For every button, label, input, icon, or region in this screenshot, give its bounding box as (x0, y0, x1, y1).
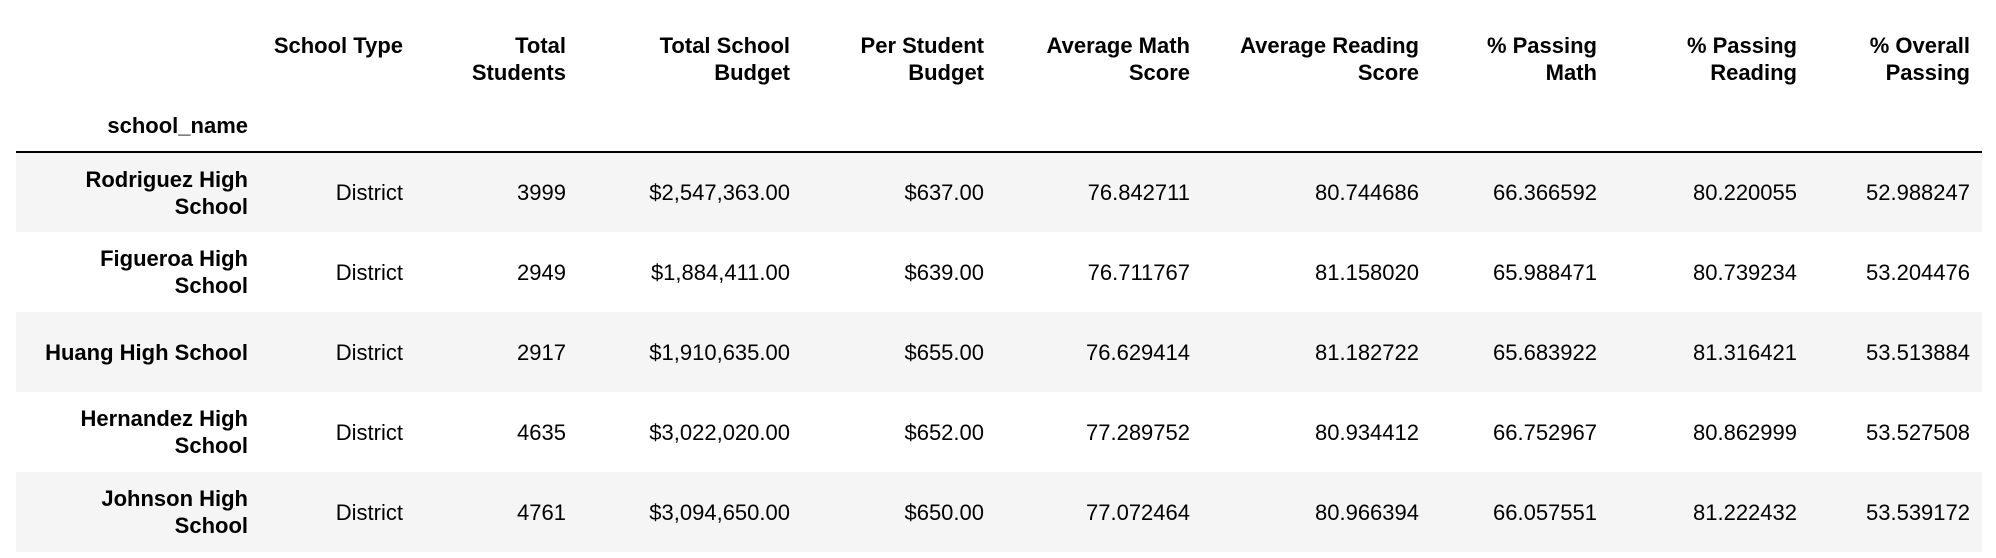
row-index-label: Figueroa High School (100, 246, 248, 298)
table-cell: 65.988471 (1493, 259, 1597, 285)
table-cell: 66.057551 (1493, 499, 1597, 525)
table-cell: District (335, 419, 403, 445)
table-cell: 3999 (517, 180, 566, 205)
table-cell: 80.966394 (1315, 499, 1419, 525)
table-cell: District (335, 180, 403, 205)
table-cell: 53.539172 (1866, 499, 1970, 525)
table-cell: $3,022,020.00 (649, 419, 790, 445)
index-name-row: school_name (16, 100, 1982, 153)
table-cell: $639.00 (904, 259, 984, 285)
column-header-row: School Type Total Students Total School … (16, 28, 1982, 100)
table-cell: 66.752967 (1493, 419, 1597, 445)
column-header: School Type (273, 33, 403, 58)
row-index-label: Johnson High School (101, 486, 248, 538)
table-cell: 76.842711 (1087, 180, 1190, 205)
table-cell: $3,094,650.00 (649, 499, 790, 525)
table-cell: 53.513884 (1866, 339, 1970, 365)
row-index-label: Rodriguez High School (85, 166, 248, 219)
table-cell: 76.629414 (1086, 339, 1190, 365)
index-name-header: school_name (16, 100, 260, 153)
school-summary-table: School Type Total Students Total School … (16, 28, 1982, 552)
table-cell: District (335, 259, 403, 285)
table-cell: $1,910,635.00 (649, 339, 790, 365)
index-header-blank (16, 28, 260, 100)
table-cell: 80.744686 (1315, 180, 1419, 205)
column-header: Total School Budget (659, 33, 790, 85)
table-row: Rodriguez High School District 3999 $2,5… (16, 152, 1982, 232)
table-cell: 81.316421 (1693, 339, 1797, 365)
table-cell: $655.00 (904, 339, 984, 365)
table-cell: 80.862999 (1693, 419, 1797, 445)
table-cell: $1,884,411.00 (650, 259, 790, 285)
table-cell: 53.204476 (1866, 259, 1970, 285)
table-cell: 52.988247 (1866, 180, 1970, 205)
table-cell: 80.934412 (1315, 419, 1419, 445)
column-header: Per Student Budget (860, 33, 984, 85)
table-cell: 81.182722 (1315, 339, 1419, 365)
column-header: Average Math Score (1046, 33, 1190, 85)
table-cell: 77.289752 (1086, 419, 1190, 445)
table-cell: $652.00 (904, 419, 984, 445)
row-index-label: Huang High School (45, 339, 248, 365)
table-cell: $2,547,363.00 (649, 180, 790, 205)
column-header: Average Reading Score (1240, 33, 1419, 85)
table-row: Hernandez High School District 4635 $3,0… (16, 392, 1982, 472)
column-header: % Overall Passing (1869, 33, 1970, 85)
table-cell: $650.00 (904, 499, 984, 525)
table-cell: 81.158020 (1315, 259, 1419, 285)
column-header: Total Students (471, 33, 566, 85)
table-row: Figueroa High School District 2949 $1,88… (16, 232, 1982, 312)
table-cell: 81.222432 (1693, 499, 1797, 525)
table-cell: $637.00 (904, 180, 984, 205)
table-cell: District (335, 499, 403, 525)
table-cell: 4761 (517, 499, 566, 525)
column-header: % Passing Math (1486, 33, 1597, 85)
table-cell: 53.527508 (1866, 419, 1970, 445)
table-cell: 66.366592 (1493, 180, 1597, 205)
table-cell: 2949 (517, 259, 566, 285)
table-cell: District (335, 339, 403, 365)
table-row: Huang High School District 2917 $1,910,6… (16, 312, 1982, 392)
dataframe-container: School Type Total Students Total School … (16, 28, 1982, 552)
table-cell: 80.739234 (1693, 259, 1797, 285)
column-header: % Passing Reading (1686, 33, 1797, 85)
table-cell: 2917 (517, 339, 566, 365)
table-cell: 76.711767 (1087, 259, 1190, 285)
table-row: Johnson High School District 4761 $3,094… (16, 472, 1982, 552)
table-cell: 65.683922 (1493, 339, 1597, 365)
table-cell: 4635 (517, 419, 566, 445)
table-cell: 77.072464 (1086, 499, 1190, 525)
row-index-label: Hernandez High School (80, 406, 248, 458)
table-cell: 80.220055 (1693, 180, 1797, 205)
